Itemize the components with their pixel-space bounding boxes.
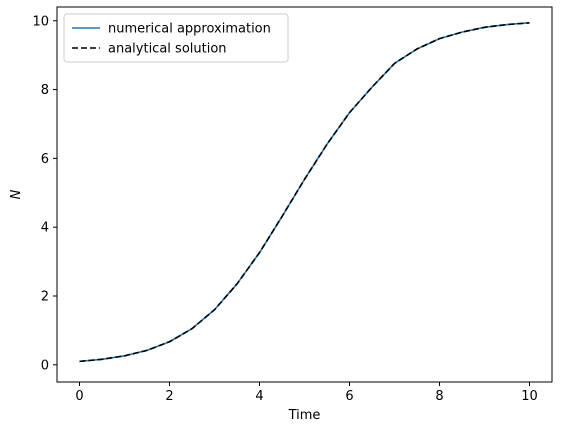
y-tick-label: 6 (41, 152, 49, 167)
x-tick-label: 8 (435, 389, 443, 404)
axes: 0 2 4 6 8 10 0 2 4 6 8 10 Time N (9, 6, 553, 423)
x-tick-label: 10 (521, 389, 538, 404)
y-tick-label: 8 (41, 83, 49, 98)
legend-label: analytical solution (108, 42, 227, 57)
x-tick-label: 6 (345, 389, 353, 404)
legend: numerical approximation analytical soluti… (63, 13, 289, 63)
x-tick-label: 2 (165, 389, 173, 404)
x-tick-label: 0 (75, 389, 83, 404)
x-tick-label: 4 (255, 389, 263, 404)
legend-label: numerical approximation (108, 22, 271, 37)
y-tick-label: 4 (41, 221, 49, 236)
y-tick-label: 2 (41, 289, 49, 304)
y-tick-label: 0 (41, 358, 49, 373)
axes-frame (56, 6, 553, 383)
y-axis-label: N (9, 189, 24, 199)
y-tick-label: 10 (32, 14, 49, 29)
series-line-analytical (79, 22, 530, 363)
x-axis-label: Time (288, 408, 321, 423)
series-line-numerical (79, 22, 530, 363)
plot-area (79, 22, 530, 363)
legend-box (63, 13, 289, 63)
